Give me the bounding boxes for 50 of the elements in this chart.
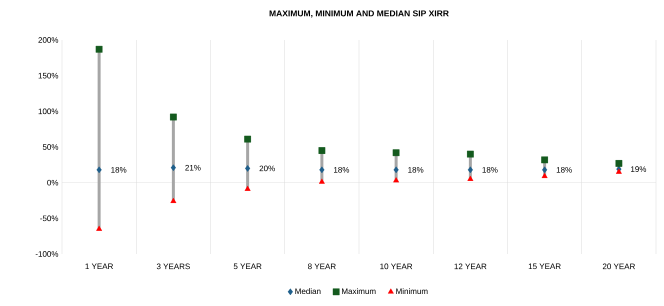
legend-label: Maximum <box>342 288 376 294</box>
y-tick-label: 150% <box>38 72 58 78</box>
point <box>615 160 622 167</box>
point <box>170 114 177 120</box>
point <box>96 46 103 53</box>
x-tick-label: 10 YEAR <box>380 264 412 270</box>
data-label: 21% <box>185 164 201 171</box>
y-tick-label: -50% <box>40 216 58 222</box>
x-tick-label: 20 YEAR <box>602 264 635 270</box>
data-label: 20% <box>260 166 275 172</box>
x-tick-label: 8 YEAR <box>308 264 336 270</box>
point <box>467 176 474 181</box>
x-tick-label: 1 YEAR <box>86 264 113 270</box>
x-tick-label: 15 YEAR <box>528 264 561 270</box>
y-tick-label: -100% <box>36 251 58 257</box>
y-tick-label: 0% <box>47 180 58 186</box>
point <box>541 156 548 164</box>
legend-label: Median <box>295 288 320 294</box>
point <box>616 168 622 174</box>
point <box>318 178 325 184</box>
x-tick-label: 5 YEAR <box>234 264 262 270</box>
point <box>318 147 326 154</box>
data-label: 18% <box>482 167 498 173</box>
point <box>392 149 400 156</box>
point <box>170 164 176 172</box>
data-label: 18% <box>408 167 424 173</box>
point <box>96 166 102 174</box>
point <box>244 136 252 143</box>
y-tick-label: 100% <box>38 108 58 114</box>
chart-title: MAXIMUM, MINIMUM AND MEDIAN SIP XIRR <box>270 10 449 18</box>
x-tick-label: 3 YEARS <box>156 264 190 270</box>
point <box>394 166 399 174</box>
point <box>542 166 548 174</box>
legend-label: Minimum <box>396 288 428 294</box>
x-tick-label: 12 YEAR <box>454 264 486 270</box>
point <box>466 150 474 158</box>
point <box>245 165 250 172</box>
point <box>542 172 548 178</box>
point <box>170 198 176 204</box>
y-tick-label: 50% <box>42 144 58 150</box>
y-tick-label: 200% <box>38 37 58 43</box>
point <box>393 177 400 182</box>
point <box>244 186 251 191</box>
data-label: 18% <box>556 167 572 173</box>
data-label: 19% <box>631 166 646 172</box>
data-label: 18% <box>334 167 350 173</box>
data-label: 18% <box>111 167 126 173</box>
point <box>319 166 324 174</box>
point <box>468 166 473 174</box>
point <box>96 226 102 231</box>
